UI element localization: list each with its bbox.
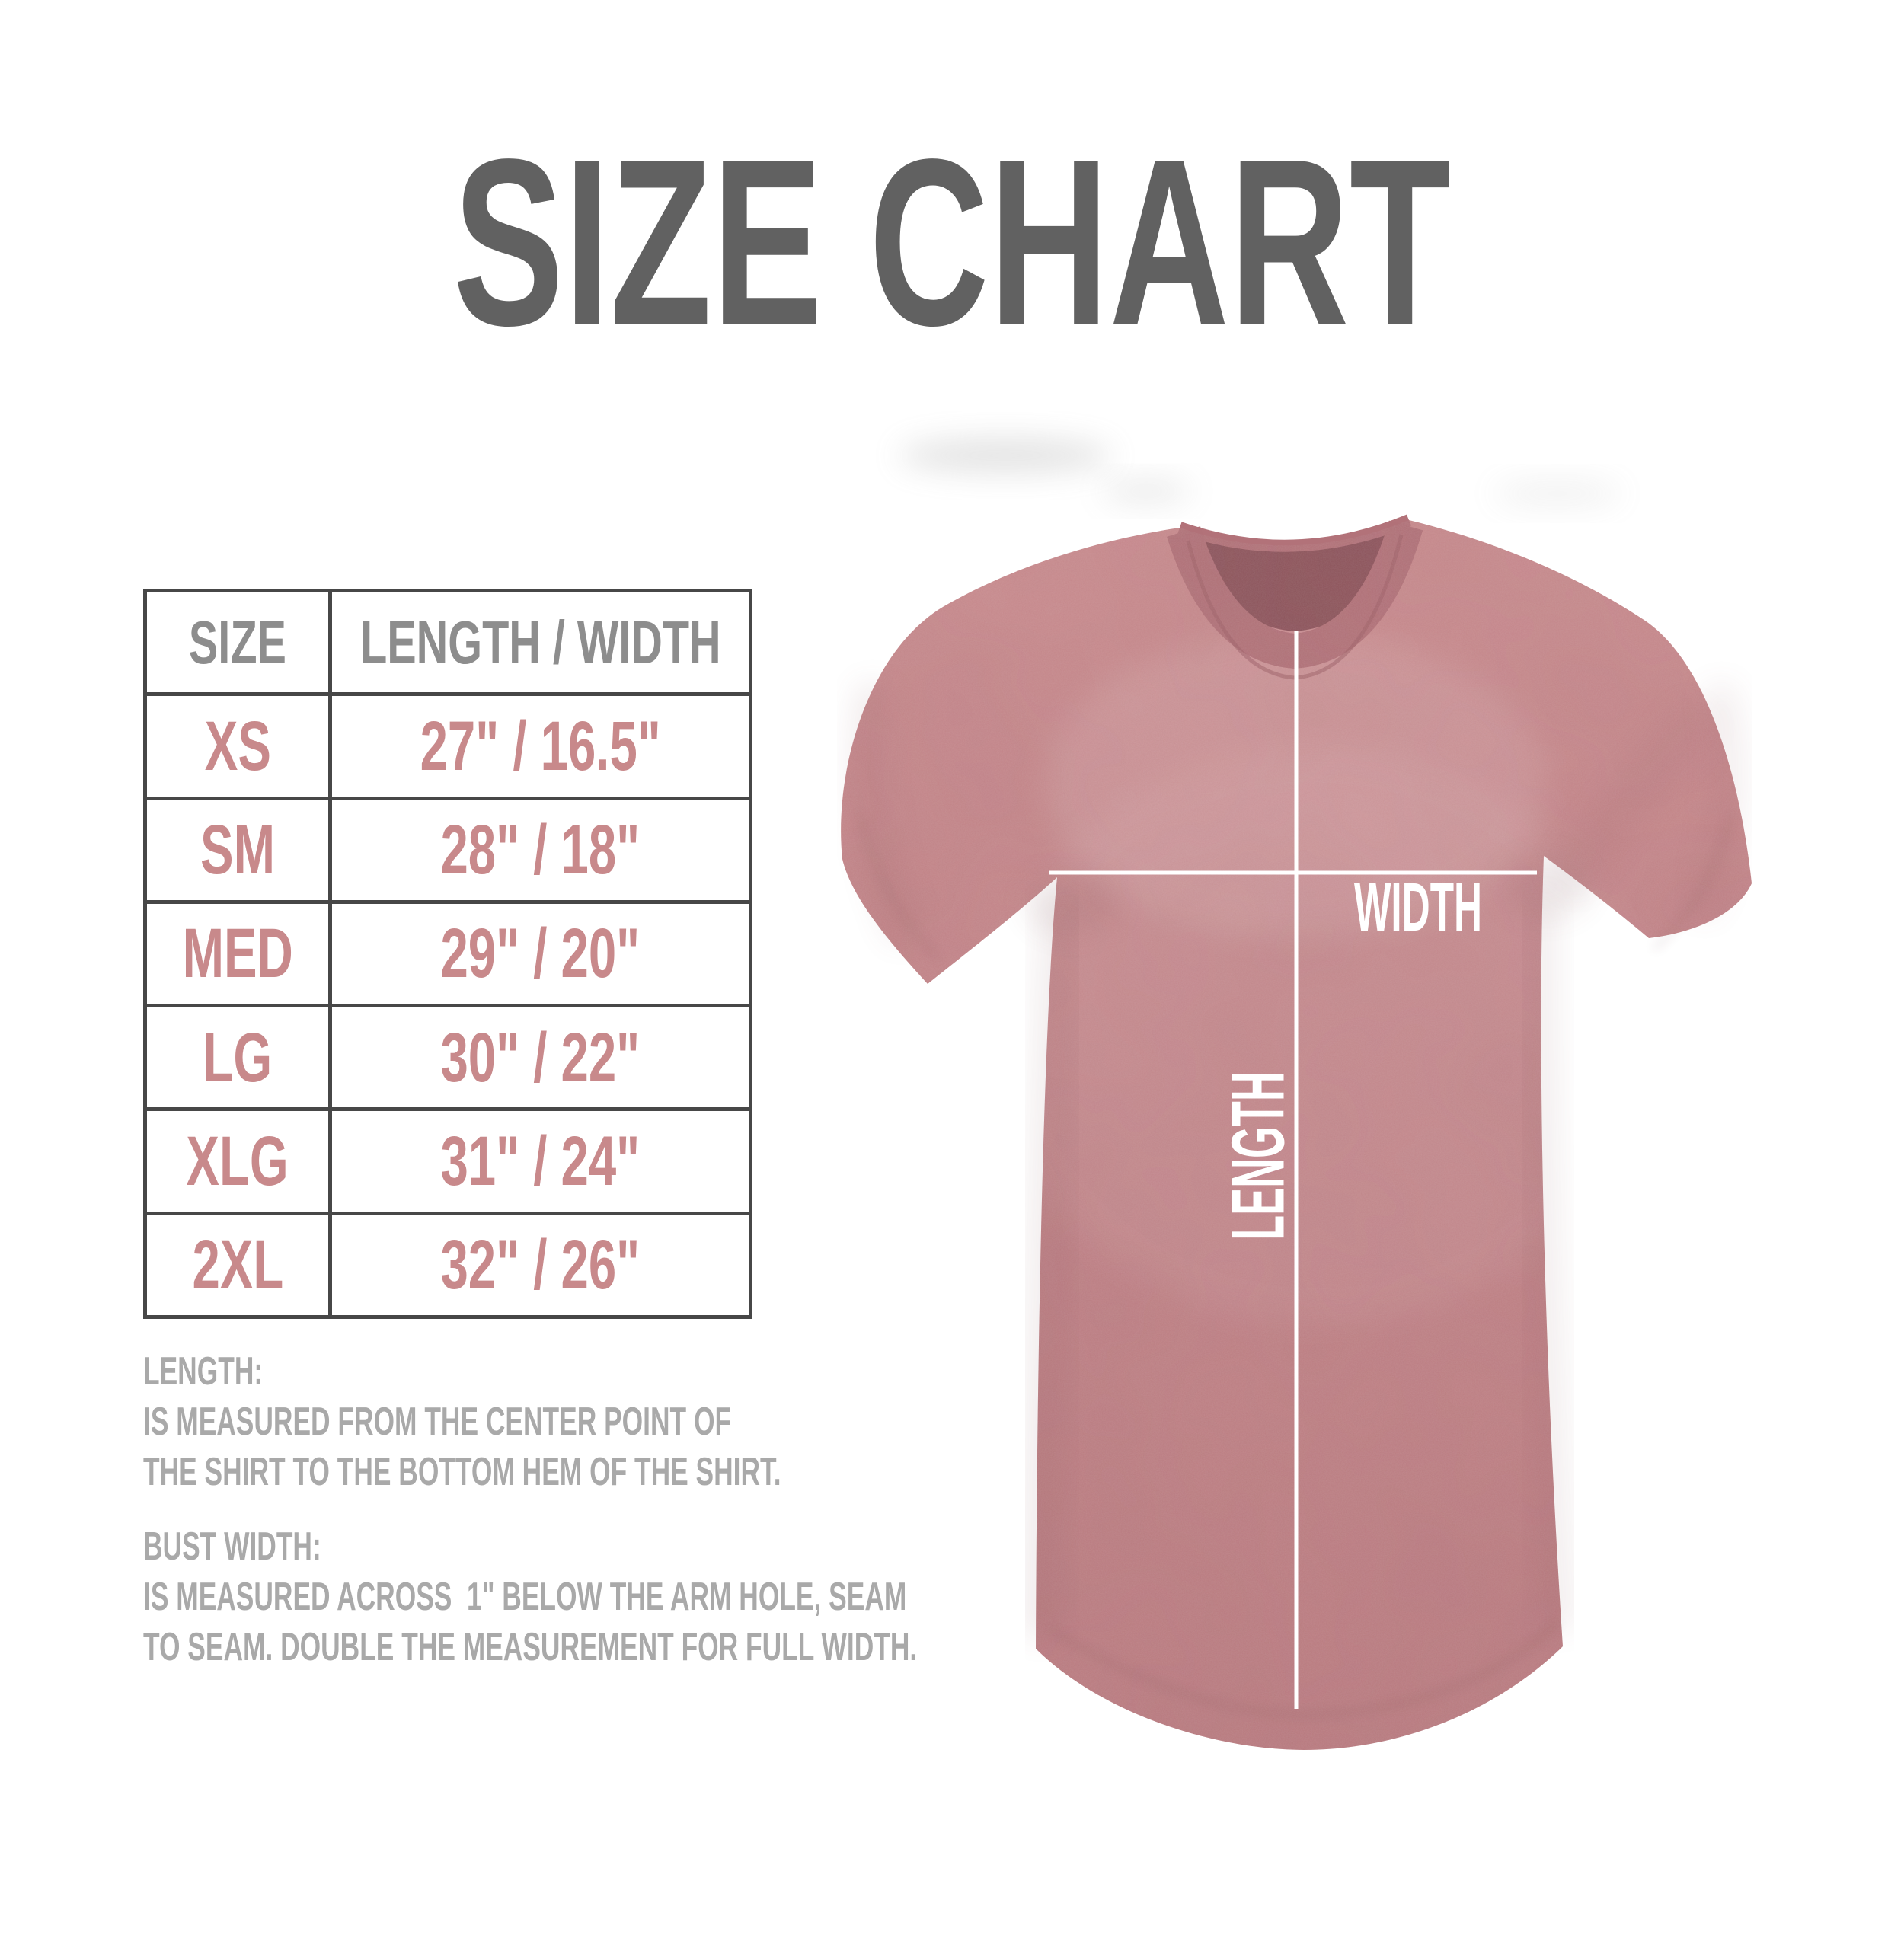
note-line: IS MEASURED FROM THE CENTER POINT OF — [143, 1400, 732, 1444]
width-label: WIDTH — [1354, 870, 1483, 946]
note-label: LENGTH: — [143, 1349, 264, 1394]
table-row-2xl-dims: 32" / 26" — [332, 1215, 749, 1315]
header-cell-size: SIZE — [147, 592, 328, 693]
background-shadow-wisp — [1493, 482, 1622, 505]
bust-width-note: BUST WIDTH: IS MEASURED ACROSS 1" BELOW … — [143, 1521, 1019, 1672]
table-row-sm-dims: 28" / 18" — [332, 800, 749, 900]
background-shadow-wisp — [899, 439, 1112, 472]
size-table: SIZE LENGTH / WIDTH XS 27" / 16.5" SM 28… — [143, 589, 752, 1319]
table-row-med-size: MED — [147, 903, 328, 1004]
table-row-2xl-size: 2XL — [147, 1215, 328, 1315]
header-cell-length-width: LENGTH / WIDTH — [332, 592, 749, 693]
table-row-xlg-dims: 31" / 24" — [332, 1111, 749, 1212]
background-shadow-wisp — [1101, 481, 1192, 502]
table-row-lg-size: LG — [147, 1007, 328, 1108]
length-label: LENGTH — [1216, 1071, 1300, 1241]
table-row-lg-dims: 30" / 22" — [332, 1007, 749, 1108]
table-row-xlg-size: XLG — [147, 1111, 328, 1212]
table-row-sm-size: SM — [147, 800, 328, 900]
table-row-xs-dims: 27" / 16.5" — [332, 696, 749, 797]
table-row-xs-size: XS — [147, 696, 328, 797]
note-label: BUST WIDTH: — [143, 1525, 321, 1569]
length-note: LENGTH: IS MEASURED FROM THE CENTER POIN… — [143, 1346, 1019, 1497]
measurement-notes: LENGTH: IS MEASURED FROM THE CENTER POIN… — [143, 1346, 1019, 1697]
table-row-med-dims: 29" / 20" — [332, 903, 749, 1004]
page-title: SIZE CHART — [452, 110, 1452, 375]
